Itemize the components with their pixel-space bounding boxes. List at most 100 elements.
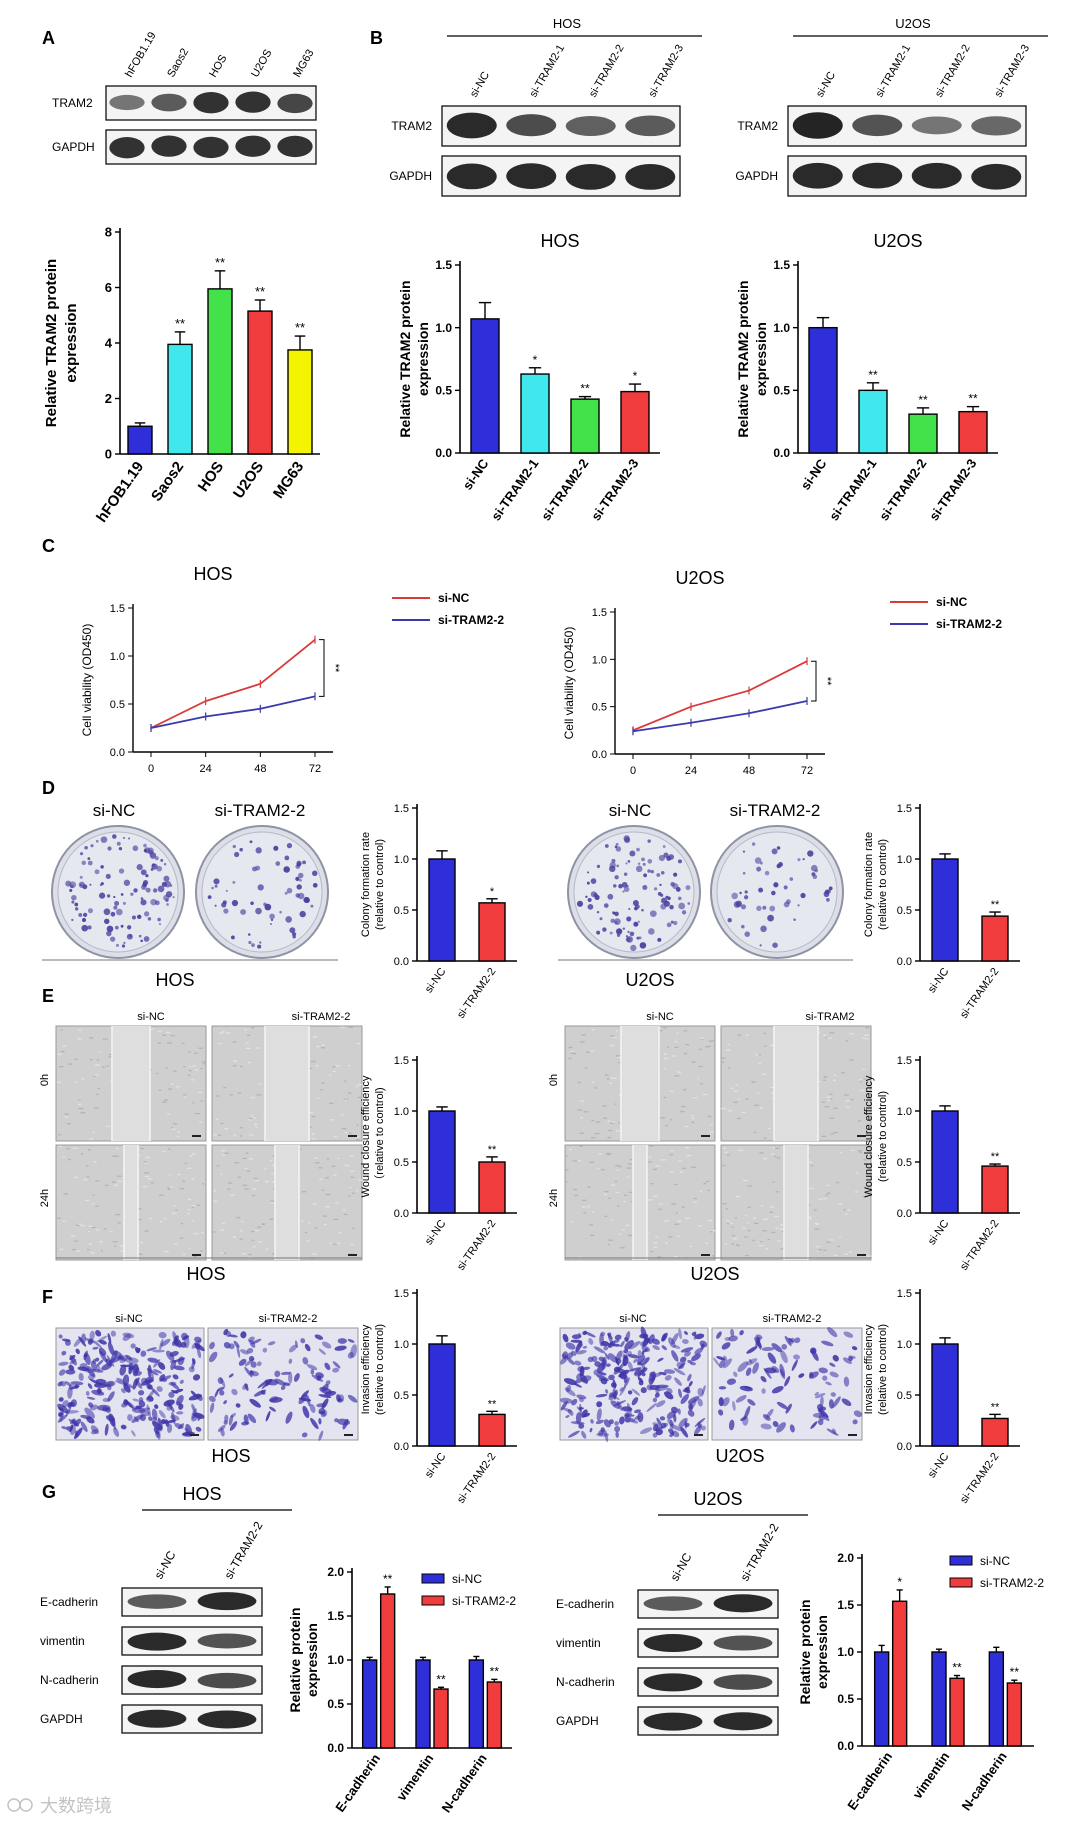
- invaded-cell: [596, 1408, 602, 1421]
- cell-texture: [655, 1236, 659, 1238]
- colony: [115, 943, 119, 947]
- cell-texture: [843, 1094, 849, 1096]
- invaded-cell: [220, 1377, 226, 1388]
- colony: [626, 885, 629, 888]
- cell-texture: [265, 1248, 269, 1250]
- bar-si-nc: [468, 1659, 485, 1749]
- invaded-cell: [146, 1389, 155, 1401]
- cell-texture: [848, 1251, 852, 1253]
- cell-texture: [179, 1237, 184, 1239]
- cell-texture: [240, 1065, 243, 1068]
- cell-texture: [581, 1034, 586, 1036]
- scale-bar: [192, 1135, 201, 1137]
- cell-texture: [350, 1243, 354, 1246]
- cell-texture: [824, 1106, 830, 1108]
- cell-texture: [164, 1218, 167, 1220]
- cell-texture: [308, 1222, 311, 1224]
- cell-texture: [78, 1107, 84, 1110]
- colony: [741, 924, 745, 929]
- colony: [114, 900, 120, 906]
- panel-letter-b: B: [370, 28, 383, 48]
- significance-mark: **: [991, 1151, 1000, 1163]
- invaded-cell: [332, 1367, 340, 1373]
- invaded-cell: [747, 1399, 756, 1406]
- bar-si-nc: [931, 1651, 947, 1747]
- cell-texture: [603, 1117, 607, 1119]
- cell-texture: [249, 1134, 254, 1136]
- bar-value: [247, 310, 273, 455]
- cell-texture: [721, 1057, 726, 1059]
- cell-texture: [255, 1047, 260, 1049]
- y-tick-label: 1.5: [394, 803, 409, 815]
- cell-texture: [321, 1082, 325, 1084]
- cell-texture: [88, 1225, 93, 1227]
- cell-texture: [755, 1054, 759, 1056]
- invaded-cell: [89, 1378, 101, 1385]
- invaded-cell: [194, 1343, 205, 1352]
- invaded-cell: [682, 1339, 689, 1345]
- cell-texture: [710, 1230, 716, 1232]
- column-label: si-NC: [646, 1011, 674, 1023]
- cell-texture: [230, 1194, 235, 1196]
- cell-texture: [681, 1167, 687, 1170]
- invaded-cell: [652, 1397, 658, 1403]
- invaded-cell: [567, 1357, 575, 1365]
- colony: [121, 944, 126, 948]
- cell-texture: [101, 1066, 106, 1068]
- wound-gap: [633, 1145, 647, 1260]
- colony: [678, 902, 686, 910]
- series-line: [632, 700, 808, 733]
- y-tick-label: 1.5: [110, 603, 125, 615]
- cell-texture: [693, 1197, 698, 1200]
- invaded-cell: [80, 1421, 88, 1432]
- protein-band: [151, 135, 187, 157]
- invaded-cell: [87, 1383, 93, 1389]
- invaded-cell: [637, 1350, 642, 1358]
- column-label: si-TRAM2-2: [292, 1011, 351, 1023]
- protein-band: [109, 94, 145, 111]
- colony: [100, 865, 104, 869]
- cell-texture: [837, 1245, 841, 1248]
- y-tick-label: 1.5: [897, 1055, 912, 1067]
- invaded-cell: [832, 1354, 839, 1362]
- colony: [156, 865, 163, 872]
- y-tick-label: 0.5: [897, 1157, 912, 1169]
- dish-rim: [573, 831, 695, 953]
- cell-texture: [589, 1161, 595, 1164]
- cell-texture: [860, 1089, 865, 1092]
- invaded-cell: [192, 1374, 201, 1381]
- invaded-cell: [300, 1390, 309, 1399]
- cell-texture: [626, 1167, 632, 1169]
- cell-texture: [197, 1091, 203, 1094]
- cell-texture: [242, 1157, 247, 1160]
- invaded-cell: [598, 1429, 604, 1436]
- colony: [762, 905, 767, 910]
- cell-texture: [340, 1114, 344, 1116]
- cell-texture: [219, 1032, 224, 1034]
- y-tick-label: 2: [105, 391, 112, 406]
- cell-texture: [103, 1228, 107, 1230]
- cell-texture: [187, 1051, 191, 1053]
- cell-texture: [686, 1154, 692, 1157]
- cell-texture: [752, 1239, 755, 1242]
- blot-row-label: GAPDH: [389, 169, 432, 183]
- cell-texture: [234, 1162, 239, 1164]
- plate-label: si-NC: [93, 801, 136, 820]
- cell-texture: [315, 1162, 320, 1164]
- invaded-cell: [94, 1357, 100, 1362]
- colony: [255, 907, 262, 915]
- cell-texture: [607, 1136, 612, 1139]
- colony: [213, 878, 220, 885]
- invaded-cell: [107, 1391, 115, 1402]
- cell-texture: [216, 1165, 220, 1167]
- protein-band: [565, 116, 616, 137]
- cell-texture: [584, 1067, 588, 1069]
- cell-texture: [332, 1066, 336, 1068]
- x-tick-label: Saos2: [148, 459, 187, 505]
- invaded-cell: [604, 1352, 610, 1360]
- cell-texture: [258, 1083, 262, 1085]
- invaded-cell: [85, 1391, 90, 1396]
- colony: [71, 900, 75, 904]
- cell-texture: [191, 1205, 195, 1207]
- cell-texture: [158, 1089, 162, 1091]
